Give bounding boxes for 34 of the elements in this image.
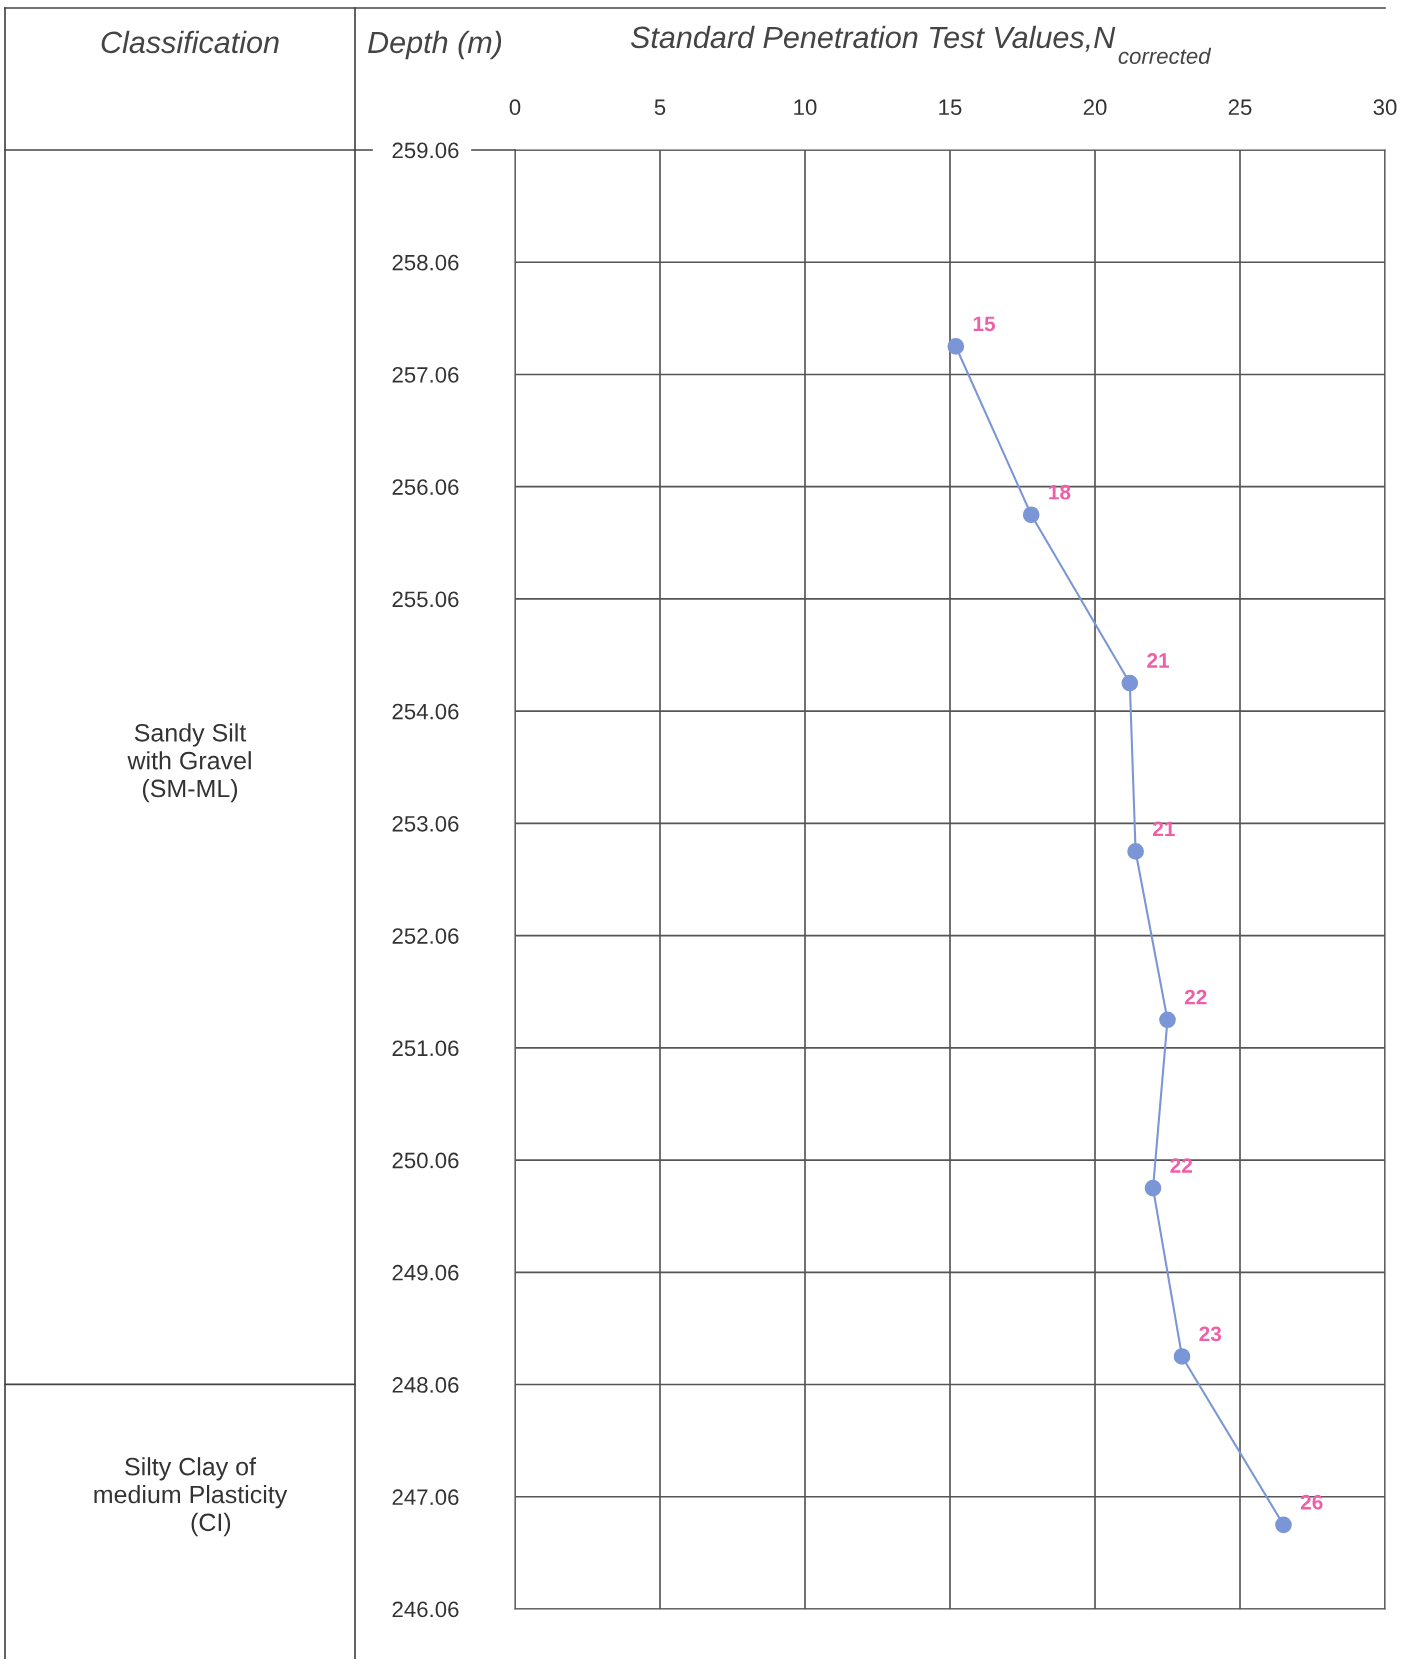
data-label: 22 <box>1170 1158 1193 1173</box>
x-tick-label: 30 <box>1373 99 1397 116</box>
data-label: 22 <box>1184 989 1207 1005</box>
y-tick-label: 249.06 <box>392 1264 459 1281</box>
data-label: 15 <box>973 316 996 332</box>
y-tick-label: 253.06 <box>392 815 459 832</box>
y-tick-label: 257.06 <box>392 367 459 383</box>
y-tick-label: 258.06 <box>392 254 459 271</box>
text: Classification <box>101 30 279 54</box>
x-tick-label: 25 <box>1228 99 1252 116</box>
y-tick-label: 254.06 <box>392 703 459 720</box>
text: Silty Clay of medium Plasticity (CI) <box>94 1457 288 1537</box>
text: Sandy Silt with Gravel (SM-ML) <box>127 723 251 803</box>
y-tick-label: 252.06 <box>392 928 459 944</box>
x-tick-label: 15 <box>939 99 962 116</box>
y-tick-label: 251.06 <box>392 1040 459 1057</box>
y-tick-label: 256.06 <box>392 479 459 495</box>
data-label: 23 <box>1199 1326 1222 1342</box>
y-tick-label: 248.06 <box>392 1377 459 1393</box>
data-label: 21 <box>1152 821 1175 837</box>
y-tick-label: 246.06 <box>392 1601 459 1618</box>
x-tick-label: 5 <box>654 99 666 116</box>
data-label: 26 <box>1300 1494 1323 1510</box>
x-tick-label: 20 <box>1083 99 1107 116</box>
x-tick-label: 10 <box>794 99 817 116</box>
y-tick-label: 255.06 <box>392 591 459 608</box>
chart-title: Standard Penetration Test Values,Ncorrected <box>630 25 1212 64</box>
y-axis-title: Depth (m) <box>368 30 502 60</box>
data-label: 18 <box>1049 484 1071 500</box>
y-tick-label: 259.06 <box>392 142 459 159</box>
data-label: 21 <box>1147 653 1170 668</box>
y-tick-label: 247.06 <box>392 1489 459 1506</box>
y-tick-label: 250.06 <box>392 1152 459 1169</box>
x-tick-label: 0 <box>509 99 521 116</box>
